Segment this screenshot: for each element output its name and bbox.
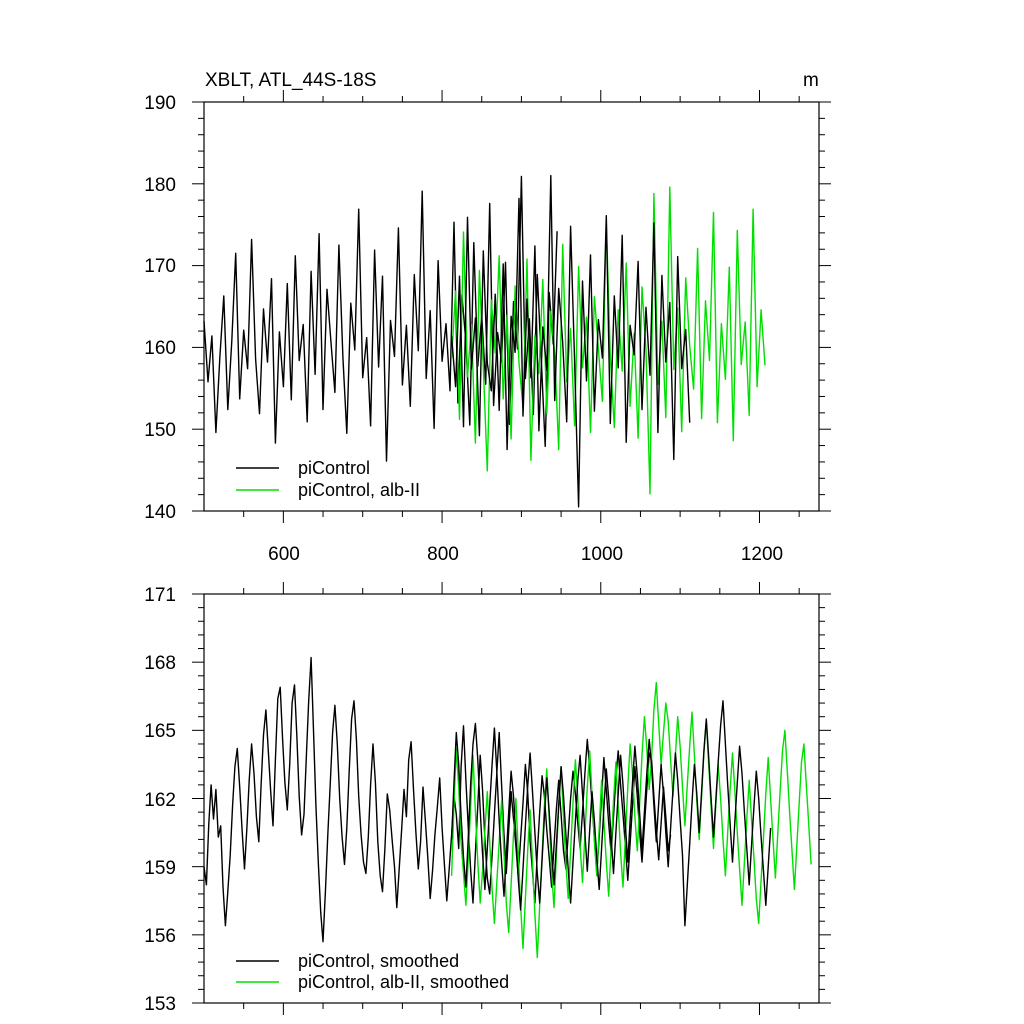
y-tick-label: 153 [144, 994, 176, 1015]
legend-label-picontrol: piControl [298, 458, 370, 478]
y-tick-labels: 153 156 159 162 165 168 171 [144, 585, 176, 1015]
series-line-0-2 [450, 174, 691, 508]
top-panel: XBLT, ATL_44S-18S m piControl piControl,… [144, 70, 831, 565]
y-tick-label: 190 [144, 93, 176, 114]
y-tick-label: 180 [144, 175, 176, 196]
panel-title: XBLT, ATL_44S-18S [205, 70, 376, 91]
series-group [203, 656, 812, 959]
legend: piControl piControl, alb-II [236, 458, 420, 500]
series-line-1-1 [450, 681, 812, 959]
series-line-1-2 [450, 700, 772, 927]
y-tick-labels: 140 150 160 170 180 190 [144, 93, 176, 523]
plot-frame [203, 101, 820, 512]
legend-label-picontrol-smoothed: piControl, smoothed [298, 951, 459, 971]
y-tick-label: 171 [144, 585, 176, 606]
y-tick-label: 170 [144, 256, 176, 277]
x-tick-label: 1200 [741, 544, 783, 565]
y-tick-label: 160 [144, 338, 176, 359]
bottom-panel: piControl, smoothed piControl, alb-II, s… [144, 582, 831, 1015]
y-tick-label: 156 [144, 926, 176, 947]
legend-label-alb: piControl, alb-II [298, 480, 420, 500]
legend-label-alb-smoothed: piControl, alb-II, smoothed [298, 972, 509, 992]
x-tick-labels: 600 800 1000 1200 [268, 544, 783, 565]
axis-ticks [192, 90, 831, 523]
x-tick-label: 1000 [581, 544, 623, 565]
y-tick-label: 162 [144, 790, 176, 811]
axis-ticks [192, 582, 831, 1015]
x-tick-label: 800 [427, 544, 459, 565]
y-tick-label: 140 [144, 502, 176, 523]
units-label: m [803, 70, 819, 91]
series-group [203, 174, 766, 508]
legend: piControl, smoothed piControl, alb-II, s… [236, 951, 509, 992]
y-tick-label: 165 [144, 721, 176, 742]
y-tick-label: 150 [144, 420, 176, 441]
x-tick-label: 600 [268, 544, 300, 565]
y-tick-label: 159 [144, 858, 176, 879]
y-tick-label: 168 [144, 653, 176, 674]
series-line-0-0 [203, 175, 558, 462]
